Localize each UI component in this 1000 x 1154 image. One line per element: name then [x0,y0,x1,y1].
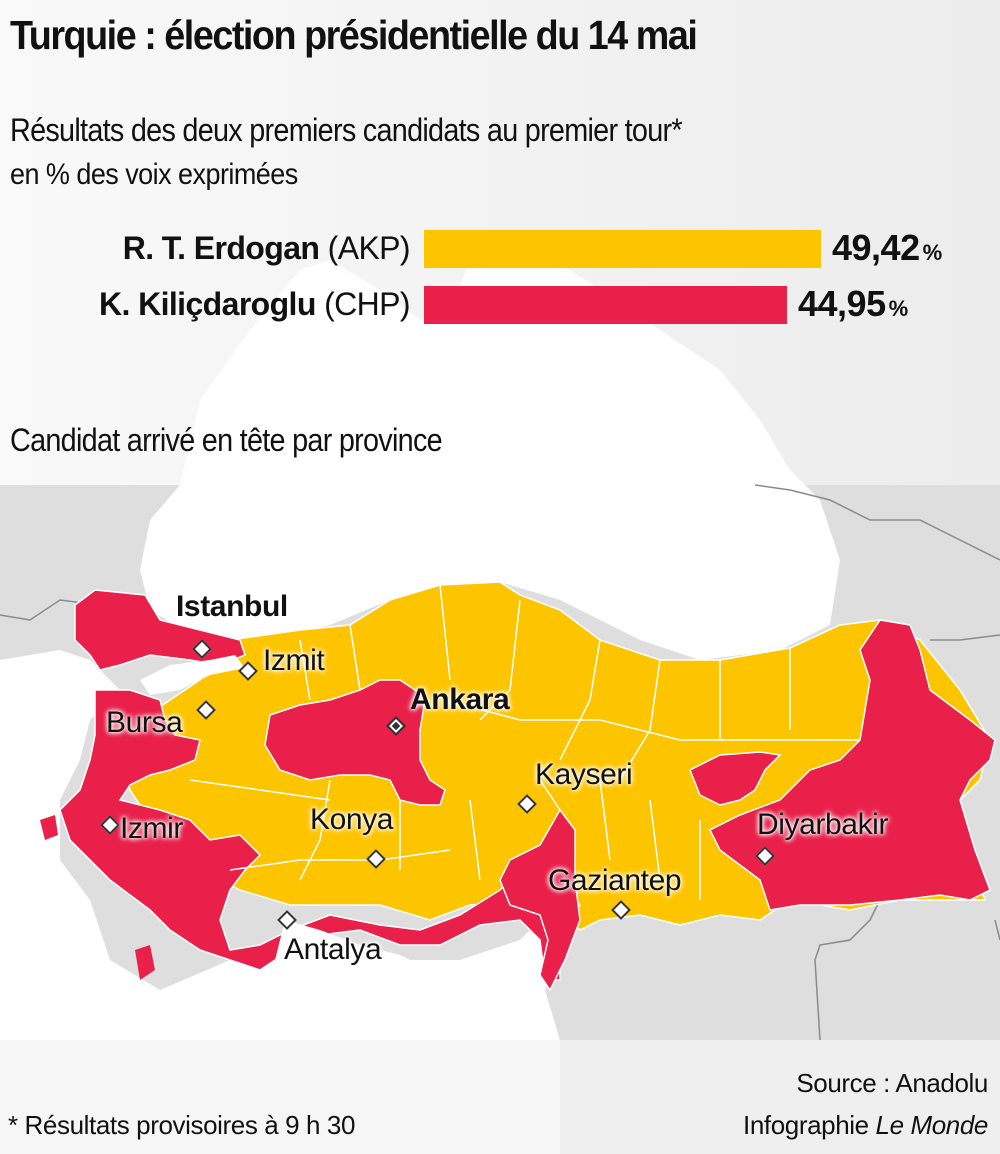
value-kilicdaroglu: 44,95% [798,282,908,331]
province-borders [189,584,860,900]
black-sea [140,240,840,660]
bar-row-kilicdaroglu: K. Kiliçdaroglu (CHP) 44,95% [0,282,1000,326]
credit-brand: Le Monde [875,1110,989,1140]
chp-ankara [264,679,446,806]
page-title: Turquie : élection présidentielle du 14 … [10,12,698,58]
value-number: 49,42 [832,227,920,268]
footnote: * Résultats provisoires à 9 h 30 [8,1110,356,1140]
bar-kilicdaroglu [424,286,787,324]
bar-row-erdogan: R. T. Erdogan (AKP) 49,42% [0,226,1000,270]
candidate-label: R. T. Erdogan (AKP) [122,226,411,270]
percent-sign: % [888,296,909,321]
city-label-kayseri: Kayseri [535,758,633,791]
value-erdogan: 49,42% [832,226,942,275]
chp-east [708,619,996,911]
credit-prefix: Infographie [743,1110,876,1140]
chp-hatay [499,808,581,992]
candidate-party: (AKP) [327,230,411,266]
chart-subtitle: Résultats des deux premiers candidats au… [10,112,683,148]
chart-unit: en % des voix exprimées [10,158,298,191]
infographic-credit: Infographie Le Monde [743,1110,988,1141]
city-label-gaziantep: Gaziantep [548,864,682,897]
candidate-name: K. Kiliçdaroglu [99,286,316,322]
value-number: 44,95 [798,283,886,324]
city-label-konya: Konya [310,803,394,836]
city-label-bursa: Bursa [106,706,183,739]
candidate-label: K. Kiliçdaroglu (CHP) [99,282,411,326]
city-label-diyarbakir: Diyarbakir [757,808,889,841]
bar-erdogan [424,230,821,268]
map-title: Candidat arrivé en tête par province [10,422,443,458]
candidate-party: (CHP) [324,286,410,322]
city-label-izmir: Izmir [120,812,183,845]
lower-margin [0,1040,560,1154]
city-label-ankara: Ankara [410,683,510,716]
source-credit: Source : Anadolu [796,1068,988,1098]
lower-margin-right [560,1040,1000,1154]
city-label-istanbul: Istanbul [176,590,288,623]
city-label-izmit: Izmit [263,644,325,677]
candidate-name: R. T. Erdogan [122,230,320,266]
chp-tunceli [689,751,782,806]
percent-sign: % [922,240,943,265]
city-label-antalya: Antalya [284,933,382,966]
